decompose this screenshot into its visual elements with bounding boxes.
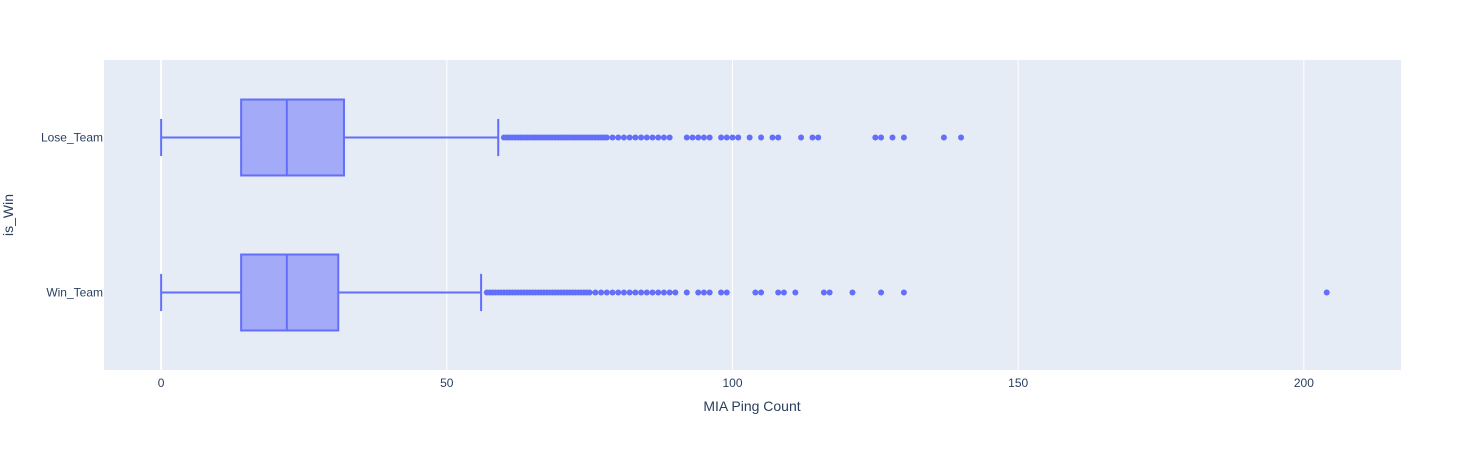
outlier-point — [718, 134, 725, 141]
outlier-point — [638, 289, 645, 296]
outlier-point — [900, 134, 907, 141]
outlier-point — [666, 289, 673, 296]
x-tick-label: 50 — [440, 376, 454, 390]
outlier-point — [815, 134, 822, 141]
iqr-box — [240, 253, 340, 332]
outlier-point — [775, 134, 782, 141]
outlier-point — [626, 134, 633, 141]
boxes-layer — [160, 98, 1330, 332]
outlier-point — [752, 289, 759, 296]
outlier-point — [598, 289, 605, 296]
outlier-point — [655, 289, 662, 296]
outlier-point — [586, 289, 593, 296]
outlier-point — [769, 134, 776, 141]
y-axis-title: is_Win — [0, 194, 16, 236]
outlier-point — [900, 289, 907, 296]
outlier-point — [958, 134, 965, 141]
outlier-point — [609, 289, 616, 296]
outlier-point — [746, 134, 753, 141]
outlier-point — [615, 134, 622, 141]
outlier-point — [775, 289, 782, 296]
outlier-point — [700, 134, 707, 141]
outlier-point — [735, 134, 742, 141]
outlier-point — [620, 289, 627, 296]
outlier-point — [706, 289, 713, 296]
iqr-box — [240, 98, 345, 177]
outlier-point — [809, 134, 816, 141]
x-axis-title: MIA Ping Count — [703, 398, 800, 414]
outlier-point — [695, 289, 702, 296]
outlier-point — [695, 134, 702, 141]
box-lose-team — [160, 98, 965, 177]
outlier-point — [940, 134, 947, 141]
outlier-point — [632, 289, 639, 296]
outlier-point — [632, 134, 639, 141]
outlier-point — [758, 289, 765, 296]
outlier-point — [706, 134, 713, 141]
outlier-point — [649, 134, 656, 141]
outlier-point — [889, 134, 896, 141]
box-win-team — [160, 253, 1330, 332]
outlier-point — [872, 134, 879, 141]
x-tick-labels: 0 50 100 150 200 — [158, 376, 1314, 390]
outlier-point — [798, 134, 805, 141]
x-tick-label: 100 — [722, 376, 742, 390]
outlier-point — [620, 134, 627, 141]
y-tick-label: Win_Team — [46, 286, 103, 300]
x-gridlines — [160, 60, 1305, 370]
outlier-point — [660, 134, 667, 141]
y-tick-label: Lose_Team — [41, 131, 103, 145]
x-tick-label: 150 — [1008, 376, 1028, 390]
outlier-point — [849, 289, 856, 296]
outlier-point — [638, 134, 645, 141]
outlier-point — [718, 289, 725, 296]
outlier-point — [780, 289, 787, 296]
outlier-point — [672, 289, 679, 296]
outlier-point — [729, 134, 736, 141]
outlier-point — [592, 289, 599, 296]
outlier-point — [723, 134, 730, 141]
outlier-point — [792, 289, 799, 296]
outlier-point — [700, 289, 707, 296]
outlier-point — [1323, 289, 1330, 296]
outlier-point — [615, 289, 622, 296]
outlier-point — [643, 289, 650, 296]
outlier-point — [643, 134, 650, 141]
outlier-point — [603, 289, 610, 296]
outlier-point — [660, 289, 667, 296]
outlier-point — [666, 134, 673, 141]
x-tick-label: 0 — [158, 376, 165, 390]
outlier-point — [878, 289, 885, 296]
outlier-point — [723, 289, 730, 296]
outlier-point — [689, 134, 696, 141]
x-tick-label: 200 — [1294, 376, 1314, 390]
outlier-point — [820, 289, 827, 296]
outlier-point — [683, 134, 690, 141]
outlier-point — [603, 134, 610, 141]
outlier-point — [878, 134, 885, 141]
outlier-point — [758, 134, 765, 141]
outlier-point — [626, 289, 633, 296]
outlier-point — [609, 134, 616, 141]
outlier-point — [649, 289, 656, 296]
outlier-point — [655, 134, 662, 141]
outlier-point — [826, 289, 833, 296]
y-tick-labels: Lose_Team Win_Team — [41, 131, 103, 300]
outlier-point — [683, 289, 690, 296]
